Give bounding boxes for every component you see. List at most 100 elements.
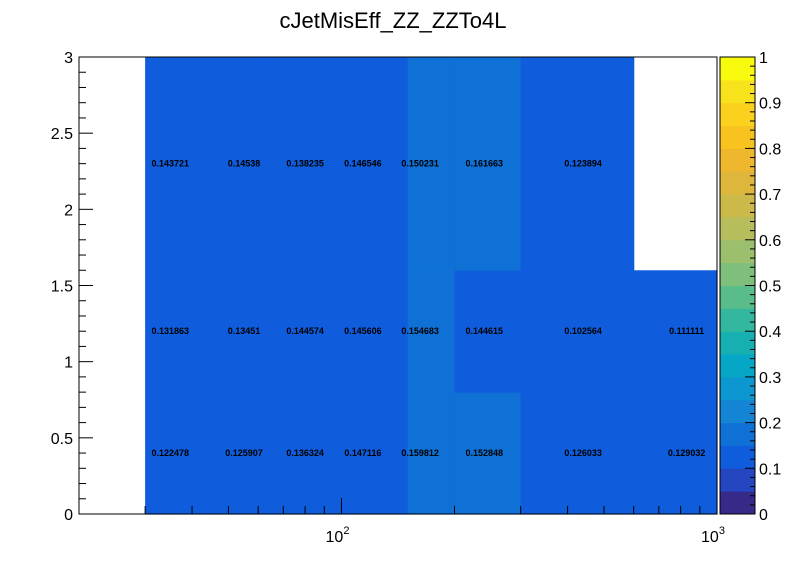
cell-value-label: 0.146546: [344, 159, 382, 169]
colorbar-label: 0.7: [759, 187, 781, 204]
colorbar-segment: [720, 57, 755, 81]
colorbar-segment: [720, 285, 755, 309]
colorbar-segment: [720, 216, 755, 241]
heatmap-cell: [633, 392, 718, 515]
heatmap-cell: [228, 392, 259, 515]
heatmap-cell: [305, 392, 343, 515]
cell-value-label: 0.144615: [465, 326, 503, 336]
heatmap-cell: [192, 392, 230, 515]
colorbar-segment: [720, 171, 755, 195]
x-tick-base: 10: [326, 529, 344, 546]
cell-value-label: 0.145606: [344, 326, 382, 336]
y-tick-label: 0: [64, 507, 73, 524]
heatmap-cell: [258, 57, 306, 271]
cell-value-label: 0.131863: [151, 326, 189, 336]
colorbar-label: 1: [759, 50, 768, 67]
colorbar-segment: [720, 125, 755, 149]
heatmap-cell: [305, 57, 343, 271]
y-tick-label: 2: [64, 202, 73, 219]
cell-value-label: 0.159812: [401, 448, 439, 458]
colorbar-label: 0.5: [759, 279, 781, 296]
colorbar-segment: [720, 445, 755, 469]
colorbar-segment: [720, 79, 755, 104]
colorbar-label: 0.8: [759, 141, 781, 158]
cell-value-label: 0.122478: [151, 448, 189, 458]
heatmap-cell: [228, 270, 259, 393]
cell-value-label: 0.143721: [151, 159, 189, 169]
colorbar-segment: [720, 148, 755, 172]
heatmap-cell: [633, 270, 718, 393]
cell-value-label: 0.123894: [564, 159, 602, 169]
cell-value-label: 0.125907: [225, 448, 263, 458]
colorbar-label: 0.9: [759, 96, 781, 113]
colorbar-label: 0.4: [759, 324, 781, 341]
cell-value-label: 0.138235: [286, 159, 324, 169]
heatmap-cell: [145, 57, 193, 271]
heatmap-cell: [520, 270, 635, 393]
x-tick-exponent: 3: [719, 525, 725, 537]
colorbar-label: 0.6: [759, 233, 781, 250]
x-axis: 102 103: [78, 498, 725, 546]
y-tick-label: 0.5: [51, 431, 73, 448]
cell-value-label: 0.102564: [564, 326, 602, 336]
heatmap-cell: [228, 57, 259, 271]
cell-value-labels: 0.122478 0.125907 0.136324 0.147116 0.159812…: [151, 159, 705, 458]
cell-value-label: 0.126033: [564, 448, 602, 458]
colorbar-segment: [720, 308, 755, 332]
y-tick-label: 1.5: [51, 279, 73, 296]
colorbar-segment: [720, 422, 755, 446]
heatmap-cell: [341, 392, 409, 515]
cell-value-label: 0.111111: [669, 326, 704, 336]
heatmap-cell: [258, 270, 306, 393]
heatmap-cell: [454, 57, 522, 271]
y-tick-label: 1: [64, 355, 73, 372]
x-tick-base: 10: [701, 529, 719, 546]
colorbar-label: 0: [759, 507, 768, 524]
heatmap-cell: [407, 270, 456, 393]
cell-value-label: 0.136324: [286, 448, 324, 458]
heatmap-cell: [407, 57, 456, 271]
heatmap-cell: [520, 392, 635, 515]
colorbar-segment: [720, 376, 755, 401]
cell-value-label: 0.14538: [228, 159, 261, 169]
colorbar-segment: [720, 102, 755, 127]
heatmap-cell: [305, 270, 343, 393]
colorbar-segment: [720, 331, 755, 355]
heatmap-cell: [145, 392, 193, 515]
heatmap-cell: [520, 57, 635, 271]
y-axis: 0 0.5 1 1.5 2 2.5 3: [51, 50, 93, 524]
colorbar-label: 0.3: [759, 370, 781, 387]
y-tick-label: 2.5: [51, 126, 73, 143]
heatmap-cell: [341, 270, 409, 393]
colorbar-segment: [720, 354, 755, 378]
cell-value-label: 0.13451: [228, 326, 261, 336]
colorbar-segment: [720, 491, 755, 515]
cell-value-label: 0.150231: [401, 159, 439, 169]
cell-value-label: 0.161663: [465, 159, 503, 169]
heatmap-cell: [454, 392, 522, 515]
x-tick-label: 102: [326, 525, 350, 546]
cell-value-label: 0.152848: [465, 448, 503, 458]
heatmap-cell: [407, 392, 456, 515]
heatmap-cell: [258, 392, 306, 515]
colorbar-segment: [720, 239, 755, 264]
cell-value-label: 0.154683: [401, 326, 439, 336]
heatmap-cell: [341, 57, 409, 271]
colorbar-segment: [720, 468, 755, 492]
colorbar-segment: [720, 399, 755, 424]
chart-title: cJetMisEff_ZZ_ZZTo4L: [280, 8, 507, 33]
y-tick-label: 3: [64, 50, 73, 67]
colorbar-segment: [720, 194, 755, 218]
colorbar-segment: [720, 262, 755, 286]
heatmap-cell: [192, 270, 230, 393]
colorbar-label: 0.1: [759, 461, 781, 478]
x-tick-label: 103: [701, 525, 725, 546]
cell-value-label: 0.129032: [668, 448, 706, 458]
heatmap-cell: [454, 270, 522, 393]
colorbar-label: 0.2: [759, 416, 781, 433]
color-scale: 0 0.1 0.2 0.3 0.4 0.5 0.6 0.7 0.8 0.9 1: [719, 50, 781, 524]
heatmap-cell: [192, 57, 230, 271]
heatmap-cell: [145, 270, 193, 393]
heatmap-cells: [145, 57, 718, 515]
